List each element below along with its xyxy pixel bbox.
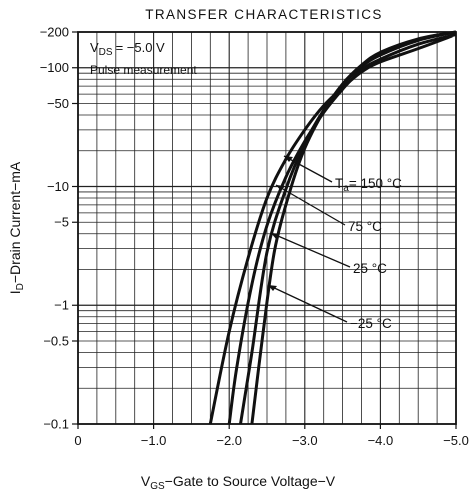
curve-1	[208, 34, 453, 425]
y-axis-label-text: −Drain Current−mA	[7, 161, 23, 283]
y-axis-label: ID−Drain Current−mA	[7, 161, 26, 294]
curve-label-value: −25 °C	[350, 316, 392, 331]
curve-label-arrowhead	[276, 185, 285, 191]
y-tick-label: −0.1	[43, 417, 69, 432]
curve-label-arrowhead	[271, 233, 280, 239]
curve-label-4: −25 °C	[350, 316, 392, 331]
x-axis-label-unit: −V	[318, 473, 336, 489]
x-axis-label-prefix: V	[141, 473, 151, 489]
y-tick-label: −50	[47, 96, 69, 111]
curve-label-value: 25 °C	[353, 261, 387, 276]
curve-label-3: 25 °C	[353, 261, 387, 276]
curve-labels: Ta= 150 °C 75 °C 25 °C −25 °C	[267, 155, 402, 331]
x-tick-label: −3.0	[292, 433, 318, 448]
curve-label-value: 75 °C	[348, 219, 382, 234]
x-tick-label: −1.0	[141, 433, 167, 448]
chart-title: TRANSFER CHARACTERISTICS	[145, 7, 383, 22]
curve-label-leader	[270, 232, 351, 268]
curve-label-prefix: T	[335, 176, 343, 191]
curve-label-1: Ta= 150 °C	[335, 176, 402, 194]
x-axis-label: VGS−Gate to Source Voltage−V	[141, 473, 336, 492]
y-axis-label-prefix: I	[7, 290, 23, 294]
curve-label-leader	[283, 155, 333, 183]
x-tick-label: −2.0	[216, 433, 242, 448]
vds-subscript: DS	[99, 47, 113, 58]
vds-prefix: V	[90, 40, 99, 55]
curve-4	[250, 30, 457, 425]
y-tick-label: −100	[40, 60, 69, 75]
y-tick-label: −5	[54, 215, 69, 230]
plot-frame	[77, 31, 457, 425]
vds-value: = −5.0 V	[116, 40, 165, 55]
x-axis-label-text: Gate to Source Voltage	[173, 473, 318, 489]
x-axis-label-sub: GS	[150, 481, 165, 492]
curve-label-2: 75 °C	[348, 219, 382, 234]
curve-label-leader	[267, 284, 348, 323]
curve-label-leader	[275, 184, 346, 226]
x-tick-label: −4.0	[368, 433, 394, 448]
pulse-note: Pulse measurement	[90, 63, 197, 77]
axis-ticks: 0 −1.0 −2.0 −3.0 −4.0 −5.0 −200 −100 −50 −10 −5 −1 −…	[40, 25, 469, 449]
curve-label-arrowhead	[284, 156, 293, 162]
y-tick-label: −0.5	[43, 333, 69, 348]
curve-label-sub: a	[343, 183, 349, 194]
curve-label-value: = 150 °C	[349, 176, 402, 191]
curves	[208, 30, 457, 425]
x-tick-label: −5.0	[443, 433, 469, 448]
y-tick-label: −1	[54, 298, 69, 313]
vds-condition: VDS = −5.0 V	[90, 40, 165, 58]
x-axis-label-dash: −	[165, 473, 173, 489]
y-tick-label: −10	[47, 179, 69, 194]
y-axis-label-sub: D	[15, 283, 26, 290]
y-tick-label: −200	[40, 25, 69, 40]
curve-label-arrowhead	[268, 285, 277, 291]
grid	[78, 32, 456, 424]
x-tick-label: 0	[74, 433, 81, 448]
